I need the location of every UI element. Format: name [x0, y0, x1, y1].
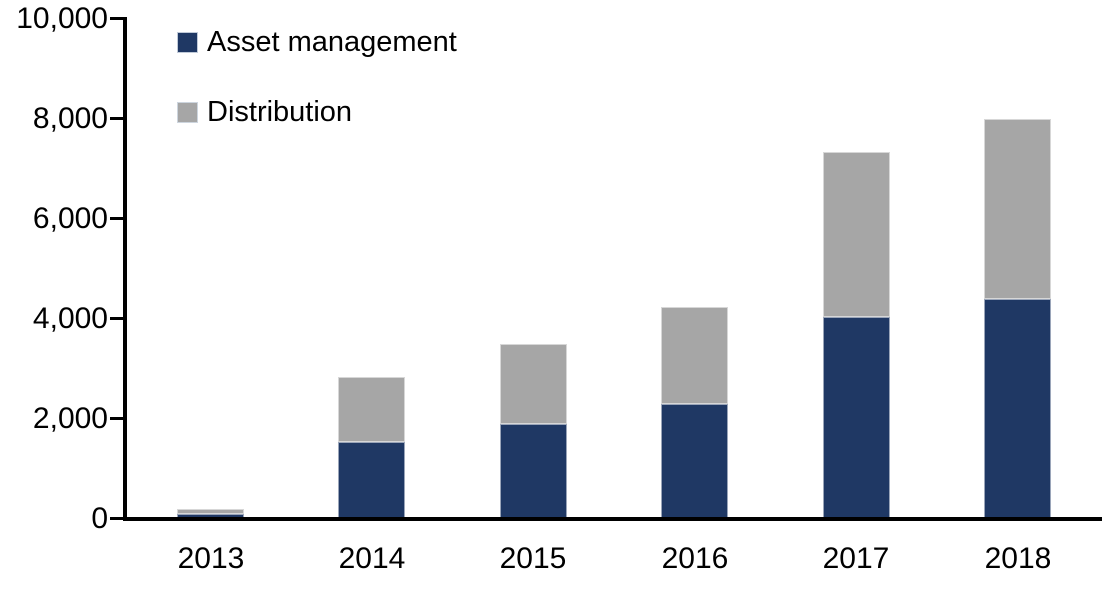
y-axis-tick-mark — [110, 417, 123, 420]
x-axis-label-2018: 2018 — [984, 542, 1052, 575]
x-axis-label-2016: 2016 — [661, 542, 729, 575]
y-axis-tick-label: 0 — [91, 502, 108, 535]
y-axis-tick-mark — [110, 17, 123, 20]
bar-segment-2018-distribution — [984, 119, 1051, 299]
bar-segment-2016-distribution — [661, 306, 728, 404]
x-axis-label-2015: 2015 — [499, 542, 567, 575]
y-axis-tick-label: 10,000 — [16, 2, 108, 35]
bar-segment-2016-asset-management — [661, 404, 728, 519]
bar-segment-2014-distribution — [338, 376, 405, 442]
y-axis-line — [123, 17, 127, 521]
bar-segment-2014-asset-management — [338, 441, 405, 519]
y-axis-tick-mark — [110, 217, 123, 220]
bar-segment-2015-asset-management — [500, 424, 567, 519]
x-axis-label-2013: 2013 — [177, 542, 245, 575]
bar-segment-2018-asset-management — [984, 299, 1051, 519]
x-axis-label-2014: 2014 — [338, 542, 406, 575]
asset-management-swatch-icon — [177, 31, 198, 53]
y-axis-tick-label: 2,000 — [32, 402, 108, 435]
bar-segment-2013-distribution — [177, 509, 244, 514]
x-axis-line — [123, 517, 1102, 521]
y-axis-tick-label: 6,000 — [32, 202, 108, 235]
y-axis-tick-label: 4,000 — [32, 302, 108, 335]
y-axis-tick-mark — [110, 117, 123, 120]
y-axis-tick-mark — [110, 517, 123, 520]
bar-segment-2017-asset-management — [823, 316, 890, 519]
legend-label-distribution: Distribution — [207, 96, 353, 128]
y-axis-tick-mark — [110, 317, 123, 320]
chart-legend: Asset management Distribution — [177, 26, 457, 128]
y-axis-tick-label: 8,000 — [32, 102, 108, 135]
bar-segment-2017-distribution — [823, 151, 890, 317]
bar-segment-2015-distribution — [500, 344, 567, 424]
legend-label-asset-management: Asset management — [207, 26, 457, 58]
distribution-swatch-icon — [177, 101, 198, 123]
legend-item-asset-management: Asset management — [177, 26, 457, 58]
x-axis-label-2017: 2017 — [822, 542, 890, 575]
legend-item-distribution: Distribution — [177, 96, 457, 128]
